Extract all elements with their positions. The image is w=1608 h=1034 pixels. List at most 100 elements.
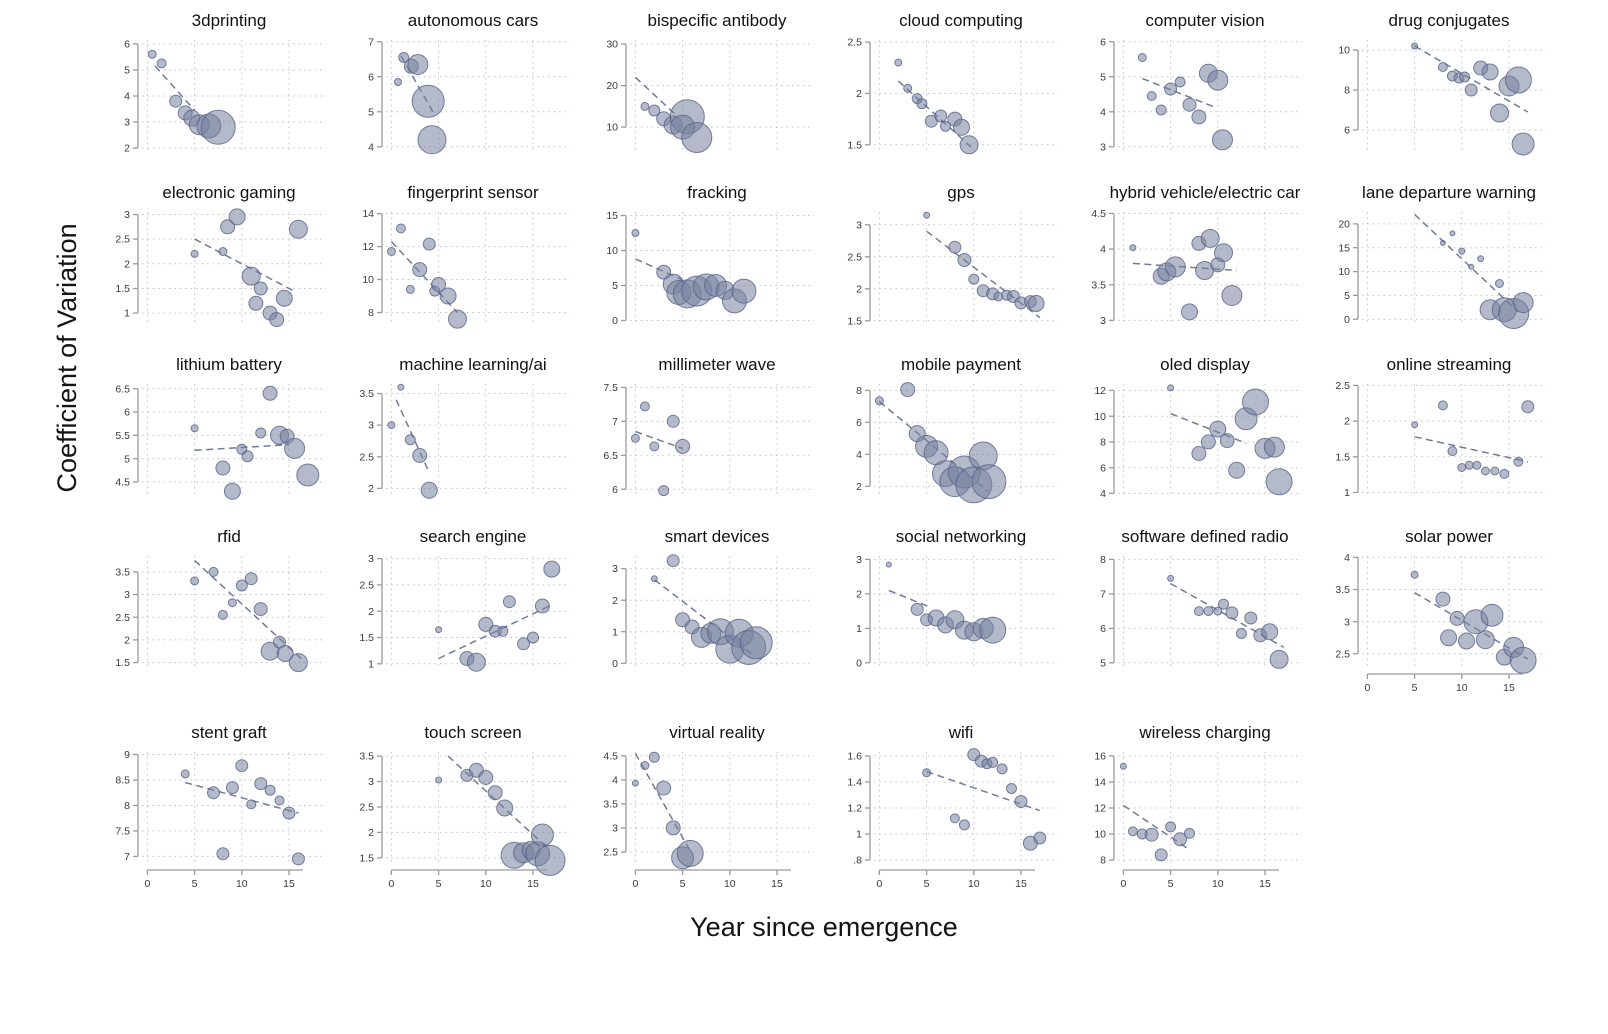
svg-text:6: 6 [1100, 36, 1106, 48]
svg-text:3: 3 [124, 589, 130, 601]
svg-text:0: 0 [388, 878, 394, 890]
scatter-plot: .8 1 1.2 1.4 1.6 0 5 10 15 [847, 748, 1058, 890]
panel-solar-power: solar power 2.5 3 3.5 4 0 5 10 15 [1312, 526, 1556, 702]
svg-text:8: 8 [1100, 855, 1106, 867]
panel-touch-screen: touch screen 1.5 2 2.5 3 3.5 0 5 10 15 [336, 722, 580, 898]
svg-text:2: 2 [368, 606, 374, 618]
scatter-plot: 2 3 4 5 6 [124, 39, 326, 155]
svg-text:6: 6 [856, 417, 862, 429]
panel-virtual-reality: virtual reality 2.5 3 3.5 4 4.5 0 5 10 15 [580, 722, 824, 898]
svg-text:5: 5 [368, 106, 374, 118]
panel-title: 3dprinting [191, 11, 267, 30]
panel-title: autonomous cars [407, 11, 539, 30]
svg-text:2: 2 [856, 481, 862, 493]
svg-text:7.5: 7.5 [603, 382, 618, 394]
panel-title: stent graft [191, 723, 267, 742]
svg-text:3: 3 [368, 776, 374, 788]
scatter-plot: 0 1 2 3 [612, 554, 814, 670]
svg-text:1: 1 [856, 829, 862, 841]
panel-fingerprint-sensor: fingerprint sensor 8 10 12 14 [336, 182, 580, 334]
svg-text:0: 0 [612, 658, 618, 670]
panel-search-engine: search engine 1 1.5 2 2.5 3 [336, 526, 580, 702]
svg-text:5: 5 [1100, 657, 1106, 669]
scatter-plot: 6 8 10 [1338, 40, 1546, 156]
svg-text:4: 4 [1100, 488, 1106, 500]
scatter-plot: 2 4 6 8 [856, 382, 1058, 504]
panel-title: smart devices [664, 527, 770, 546]
y-axis-label: Coefficient of Variation [52, 223, 82, 493]
svg-text:1.5: 1.5 [115, 657, 130, 669]
panel-lane-departure-warning: lane departure warning 0 5 10 15 20 [1312, 182, 1556, 334]
panel-wifi: wifi .8 1 1.2 1.4 1.6 0 5 10 15 [824, 722, 1068, 898]
svg-text:0: 0 [144, 878, 150, 890]
svg-text:3: 3 [124, 209, 130, 221]
svg-text:15: 15 [283, 878, 295, 890]
panel-title: millimeter wave [658, 355, 776, 374]
svg-text:7: 7 [124, 851, 130, 863]
scatter-plot: 0 5 10 15 20 [1338, 212, 1546, 329]
panel-title: wifi [948, 723, 974, 742]
svg-text:5: 5 [1412, 682, 1418, 694]
svg-text:14: 14 [1094, 777, 1106, 789]
svg-text:10: 10 [1338, 266, 1350, 278]
svg-text:10: 10 [1094, 829, 1106, 841]
panel-hybrid-vehicle-electric-car: hybrid vehicle/electric car 3 3.5 4 4.5 [1068, 182, 1312, 334]
panel-wireless-charging: wireless charging 8 10 12 14 16 0 5 10 15 [1068, 722, 1312, 898]
svg-text:5: 5 [1344, 290, 1350, 302]
scatter-plot: 4 5 6 7 [368, 36, 570, 155]
svg-text:4: 4 [1100, 244, 1106, 256]
svg-text:3: 3 [1344, 616, 1350, 628]
panel-title: cloud computing [899, 11, 1023, 30]
svg-text:3.5: 3.5 [115, 567, 130, 579]
svg-text:0: 0 [1364, 682, 1370, 694]
svg-text:6: 6 [368, 71, 374, 83]
svg-text:3.5: 3.5 [359, 388, 374, 400]
svg-text:4: 4 [368, 141, 374, 153]
svg-text:10: 10 [724, 878, 736, 890]
svg-text:10: 10 [606, 122, 618, 134]
panel-drug-conjugates: drug conjugates 6 8 10 [1312, 10, 1556, 162]
panel-title: machine learning/ai [399, 355, 547, 374]
panel-title: hybrid vehicle/electric car [1109, 183, 1301, 202]
svg-text:3: 3 [856, 219, 862, 231]
svg-text:2: 2 [1344, 416, 1350, 428]
scatter-plot: 4 6 8 10 12 [1094, 384, 1302, 500]
svg-text:3.5: 3.5 [603, 799, 618, 811]
svg-text:4: 4 [612, 775, 618, 787]
svg-text:20: 20 [1338, 219, 1350, 231]
svg-text:0: 0 [632, 878, 638, 890]
panel-stent-graft: stent graft 7 7.5 8 8.5 9 0 5 10 15 [92, 722, 336, 898]
svg-text:1.5: 1.5 [359, 853, 374, 865]
svg-text:3: 3 [612, 563, 618, 575]
svg-text:4: 4 [1344, 552, 1350, 564]
svg-text:8: 8 [1100, 437, 1106, 449]
svg-text:4.5: 4.5 [115, 477, 130, 489]
svg-text:16: 16 [1094, 751, 1106, 763]
panel-3dprinting: 3dprinting 2 3 4 5 6 [92, 10, 336, 162]
scatter-plot: 7 7.5 8 8.5 9 0 5 10 15 [115, 749, 326, 890]
svg-text:6: 6 [124, 39, 130, 51]
svg-text:1.2: 1.2 [847, 803, 862, 815]
panel-title: drug conjugates [1388, 11, 1510, 30]
scatter-plot: 3 4 5 6 [1100, 36, 1302, 153]
panel-autonomous-cars: autonomous cars 4 5 6 7 [336, 10, 580, 162]
svg-text:5: 5 [1100, 71, 1106, 83]
svg-text:2.5: 2.5 [603, 847, 618, 859]
svg-text:5: 5 [612, 280, 618, 292]
scatter-plot: 2 2.5 3 3.5 [359, 383, 570, 499]
svg-text:2.5: 2.5 [115, 612, 130, 624]
scatter-plot: 4.5 5 5.5 6 6.5 [115, 383, 326, 500]
panel-title: gps [947, 183, 975, 202]
svg-text:2: 2 [124, 258, 130, 270]
svg-text:2: 2 [368, 827, 374, 839]
svg-text:1.5: 1.5 [847, 139, 862, 151]
svg-text:10: 10 [1212, 878, 1224, 890]
panel-grid: 3dprinting 2 3 4 5 6 autonomous cars 4 5 6 7 bispec… [92, 0, 1608, 898]
scatter-plot: 2.5 3 3.5 4 0 5 10 15 [1335, 552, 1546, 694]
svg-text:3.5: 3.5 [1335, 584, 1350, 596]
svg-text:3: 3 [368, 420, 374, 432]
svg-text:15: 15 [1259, 878, 1271, 890]
svg-text:1.6: 1.6 [847, 751, 862, 763]
svg-text:2: 2 [124, 143, 130, 155]
